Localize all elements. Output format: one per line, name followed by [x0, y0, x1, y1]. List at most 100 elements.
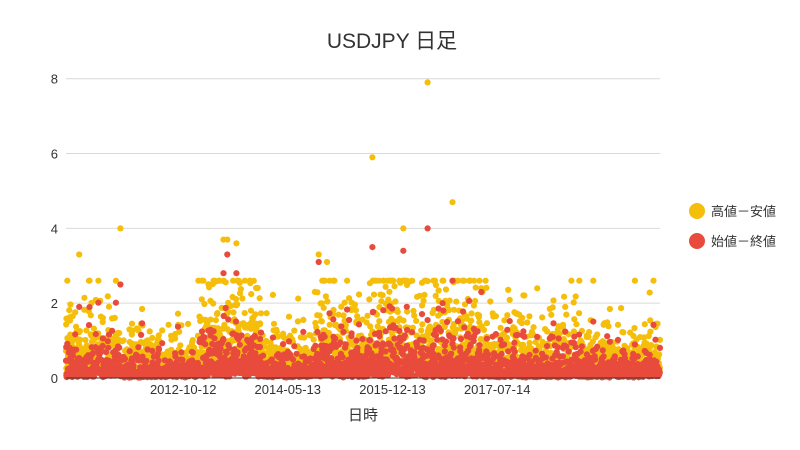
- data-point: [548, 311, 555, 318]
- data-point: [143, 357, 150, 365]
- data-point: [198, 296, 205, 303]
- data-point: [449, 199, 456, 206]
- data-point: [471, 277, 478, 284]
- data-point: [476, 312, 483, 319]
- data-point: [251, 333, 258, 340]
- data-point: [487, 298, 494, 305]
- data-point: [501, 317, 508, 324]
- data-point: [534, 285, 541, 292]
- data-point: [69, 352, 76, 359]
- data-point: [647, 328, 654, 335]
- data-point: [476, 342, 483, 349]
- data-point: [442, 338, 450, 345]
- data-point: [577, 348, 584, 355]
- data-point: [444, 318, 451, 326]
- data-point: [176, 328, 183, 335]
- data-point: [503, 334, 511, 341]
- data-point: [556, 330, 563, 337]
- data-point: [652, 336, 659, 343]
- data-point: [506, 318, 513, 325]
- data-point: [370, 308, 377, 315]
- data-point: [220, 312, 227, 320]
- data-point: [439, 300, 446, 307]
- data-point: [226, 345, 233, 352]
- data-point: [135, 344, 142, 351]
- data-point: [335, 311, 342, 318]
- data-point: [568, 277, 575, 284]
- data-point: [155, 357, 162, 364]
- data-point: [355, 321, 363, 328]
- data-point: [394, 308, 401, 315]
- data-point: [421, 291, 428, 298]
- data-point: [425, 330, 432, 337]
- x-tick-label: 2012-10-12: [150, 382, 217, 397]
- data-point: [647, 317, 654, 324]
- data-point: [505, 286, 512, 293]
- data-point: [223, 349, 230, 356]
- data-point: [650, 277, 657, 284]
- data-point: [631, 277, 639, 284]
- data-point: [352, 307, 359, 314]
- data-point: [380, 307, 387, 314]
- data-point: [293, 350, 300, 357]
- data-point: [320, 304, 327, 311]
- data-point: [95, 277, 102, 284]
- data-point: [130, 362, 137, 369]
- data-point: [526, 339, 533, 347]
- data-point: [280, 341, 287, 348]
- data-point: [92, 331, 99, 338]
- data-point: [326, 310, 333, 317]
- data-point: [480, 326, 488, 333]
- data-point: [606, 338, 614, 345]
- data-point: [230, 309, 237, 316]
- legend-label: 始値－終値: [711, 234, 776, 249]
- data-point: [300, 328, 307, 335]
- data-point: [379, 292, 386, 299]
- data-point: [376, 318, 383, 325]
- data-point: [563, 311, 570, 318]
- data-point: [576, 331, 583, 338]
- data-point: [105, 303, 113, 310]
- data-point: [374, 323, 381, 330]
- data-point: [403, 303, 410, 310]
- data-point: [224, 236, 231, 243]
- data-point: [221, 321, 228, 328]
- data-point: [611, 353, 618, 360]
- data-point: [76, 328, 83, 335]
- data-point: [416, 292, 423, 299]
- data-point: [112, 277, 119, 284]
- x-tick-label: 2015-12-13: [359, 382, 426, 397]
- data-point: [430, 306, 437, 313]
- data-point: [73, 346, 80, 353]
- data-point: [573, 321, 580, 328]
- data-point: [454, 277, 462, 284]
- data-point: [252, 350, 259, 357]
- data-point: [310, 336, 317, 343]
- data-point: [605, 323, 612, 330]
- data-point: [300, 334, 308, 341]
- data-point: [532, 347, 539, 354]
- data-point: [594, 343, 601, 350]
- data-point: [614, 336, 622, 343]
- data-point: [99, 314, 106, 322]
- data-point: [338, 323, 345, 330]
- data-point: [222, 304, 229, 312]
- data-point: [534, 333, 541, 340]
- data-point: [578, 343, 586, 350]
- data-point: [161, 357, 168, 364]
- data-point: [105, 344, 112, 351]
- data-point: [544, 328, 551, 335]
- data-point: [179, 356, 186, 363]
- data-point: [446, 297, 453, 304]
- data-point: [241, 277, 248, 284]
- data-point: [411, 349, 418, 356]
- data-point: [220, 270, 227, 277]
- data-point: [238, 332, 245, 339]
- data-point: [66, 307, 73, 314]
- x-tick-label: 2014-05-13: [255, 382, 322, 397]
- data-point: [291, 343, 298, 350]
- data-point: [117, 225, 124, 232]
- data-point: [337, 339, 344, 346]
- data-point: [224, 251, 231, 258]
